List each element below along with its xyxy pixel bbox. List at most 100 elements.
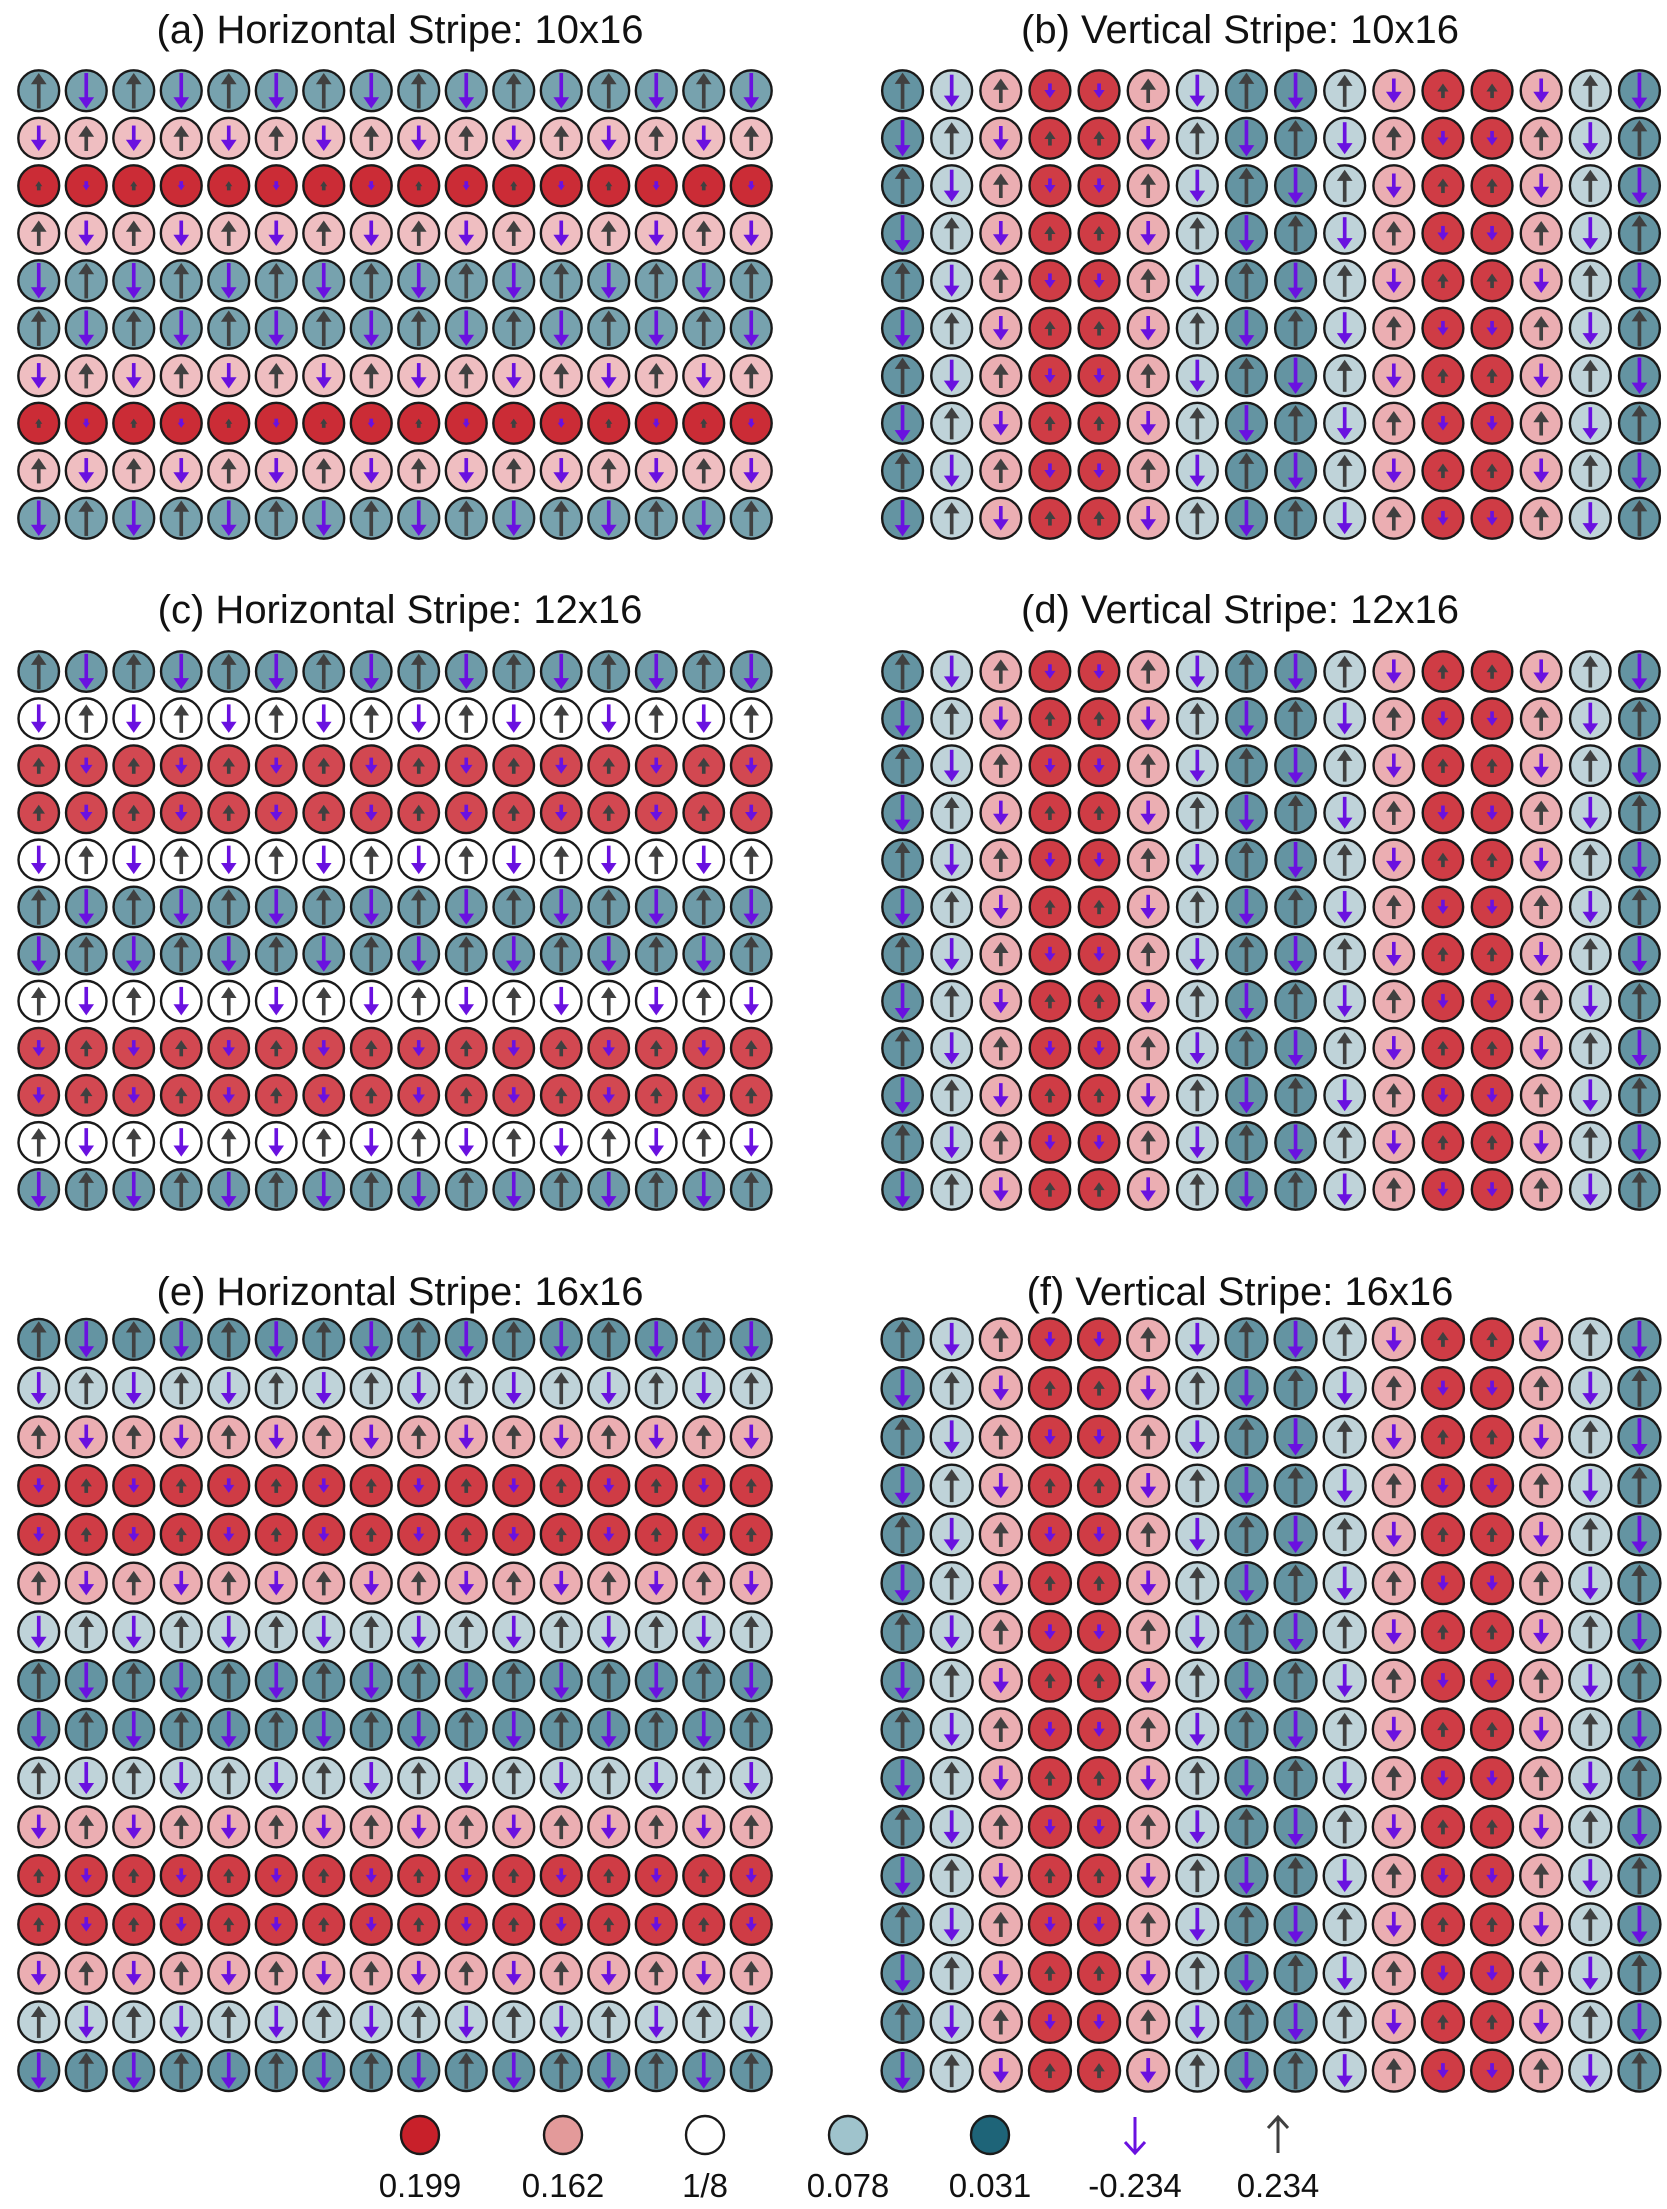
site [1028, 744, 1072, 788]
site [302, 1168, 346, 1211]
site [682, 1463, 726, 1508]
site [682, 1658, 726, 1703]
site [1323, 697, 1367, 741]
site [1372, 838, 1416, 882]
site [1420, 1658, 1466, 1703]
site [349, 401, 393, 445]
site [112, 1168, 156, 1211]
site [1076, 1560, 1122, 1606]
site [302, 1610, 346, 1654]
site [1028, 259, 1072, 303]
panel-title: (b) Vertical Stripe: 10x16 [1021, 8, 1459, 52]
site [539, 2000, 583, 2044]
site [682, 791, 726, 835]
site [1568, 401, 1612, 445]
site [1617, 885, 1661, 929]
site [634, 496, 678, 540]
site [112, 69, 156, 113]
site [587, 2048, 631, 2093]
site [1028, 979, 1072, 1023]
site [682, 1026, 726, 1070]
site [1568, 1853, 1613, 1898]
site [207, 1168, 251, 1211]
site [159, 697, 203, 741]
site [1175, 1026, 1219, 1070]
site [1224, 1853, 1269, 1898]
site [587, 211, 631, 255]
site [930, 496, 974, 540]
site [1224, 1317, 1269, 1362]
site [1568, 259, 1612, 303]
site [539, 1317, 583, 1361]
site [302, 1366, 346, 1410]
site [64, 211, 108, 255]
site [349, 69, 393, 113]
site [1568, 932, 1612, 976]
site [1469, 1463, 1515, 1508]
site [1568, 1609, 1613, 1655]
site [1617, 1168, 1661, 1211]
site [302, 2000, 346, 2044]
site [1519, 1707, 1564, 1752]
site [254, 697, 298, 741]
site [1617, 1999, 1662, 2045]
site [979, 979, 1023, 1023]
site [1126, 211, 1170, 255]
site [729, 1366, 773, 1410]
site [1470, 69, 1514, 113]
site [1323, 1026, 1367, 1070]
site [159, 1707, 203, 1751]
site [682, 69, 726, 113]
site [254, 1168, 298, 1211]
site [492, 164, 536, 208]
site [729, 1805, 773, 1849]
site [587, 116, 631, 160]
site [492, 69, 536, 113]
site [1372, 697, 1416, 741]
site [1126, 116, 1170, 160]
site [1371, 1560, 1416, 1606]
site [1175, 1512, 1220, 1557]
site [302, 791, 346, 835]
site [979, 744, 1023, 788]
site [1568, 1950, 1613, 1996]
site [159, 838, 203, 882]
site [539, 164, 583, 208]
site [349, 979, 393, 1023]
site [1273, 164, 1318, 208]
site [1519, 1950, 1564, 1996]
site [880, 449, 925, 493]
site [444, 1168, 488, 1211]
site [929, 1707, 974, 1752]
site [1273, 1658, 1318, 1703]
site [1224, 116, 1269, 160]
site [929, 1853, 974, 1898]
site [1077, 164, 1121, 208]
site [17, 259, 61, 303]
site [1126, 1073, 1170, 1117]
site [397, 1853, 441, 1898]
site [1076, 1414, 1122, 1460]
site [1077, 650, 1121, 693]
site [302, 496, 346, 540]
site [1469, 1853, 1515, 1898]
site [1175, 449, 1219, 493]
site [254, 1853, 298, 1898]
site [1274, 791, 1318, 835]
site [1519, 116, 1563, 160]
site [349, 791, 393, 835]
site [1519, 1512, 1564, 1557]
site [302, 979, 346, 1023]
site [302, 1658, 346, 1703]
site [254, 791, 298, 835]
site [881, 1168, 925, 1211]
site [1224, 1414, 1269, 1460]
site [1274, 1168, 1318, 1211]
site [634, 306, 678, 350]
site [539, 69, 583, 113]
site [1077, 116, 1121, 160]
site [159, 449, 203, 493]
site [1519, 838, 1563, 882]
site [1175, 838, 1219, 882]
site [880, 1902, 925, 1947]
